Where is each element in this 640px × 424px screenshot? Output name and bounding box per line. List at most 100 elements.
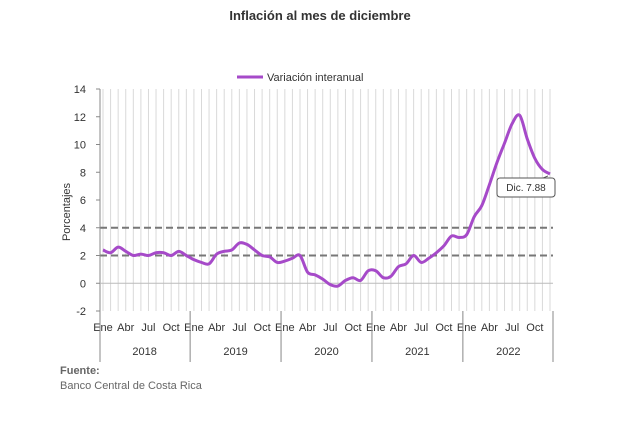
- y-tick-label: 6: [80, 195, 86, 207]
- x-tick-label: Jul: [414, 322, 428, 334]
- data-point: [420, 261, 422, 263]
- data-point: [162, 252, 164, 254]
- data-point: [132, 254, 134, 256]
- data-point: [147, 254, 149, 256]
- data-point: [178, 250, 180, 252]
- x-tick-label: Jul: [232, 322, 246, 334]
- x-axis: Ene Abr Jul Oct 2018 Ene Abr Jul Oct 2019 Ene Abr Ju…: [93, 311, 554, 362]
- data-point: [231, 249, 233, 251]
- x-tick-label: Oct: [254, 322, 271, 334]
- data-point: [253, 249, 255, 251]
- legend: Variación interanual: [237, 72, 363, 84]
- data-point: [518, 114, 520, 116]
- annotation-box: [496, 177, 556, 198]
- data-point: [117, 246, 119, 248]
- data-point: [200, 261, 202, 263]
- x-tick-label: Abr: [481, 322, 498, 334]
- data-point: [382, 277, 384, 279]
- y-tick-label: 12: [74, 112, 86, 124]
- data-point: [412, 254, 414, 256]
- x-tick-label: Abr: [390, 322, 407, 334]
- year-label: 2019: [223, 346, 247, 358]
- data-point: [322, 278, 324, 280]
- vertical-grid: [102, 89, 551, 311]
- y-tick-label: 0: [80, 278, 86, 290]
- x-tick-label: Abr: [299, 322, 316, 334]
- data-point: [443, 245, 445, 247]
- data-point: [170, 254, 172, 256]
- data-point: [208, 263, 210, 265]
- data-point: [534, 157, 536, 159]
- series-group: [102, 113, 551, 288]
- data-point: [102, 249, 104, 251]
- x-tick-label: Oct: [435, 322, 452, 334]
- x-tick-label: Oct: [526, 322, 543, 334]
- data-point: [276, 261, 278, 263]
- data-point: [215, 253, 217, 255]
- source-text: Banco Central de Costa Rica: [60, 380, 202, 392]
- data-point: [306, 271, 308, 273]
- data-point: [450, 235, 452, 237]
- annotation: Dic. 7.88: [496, 175, 556, 198]
- x-tick-label: Abr: [117, 322, 134, 334]
- data-point: [549, 173, 551, 175]
- data-point: [496, 161, 498, 163]
- y-axis-label: Porcentajes: [61, 182, 73, 241]
- data-point: [367, 270, 369, 272]
- data-point: [109, 252, 111, 254]
- annotation-label: Dic. 7.88: [506, 183, 546, 194]
- data-point: [390, 275, 392, 277]
- x-tick-label: Ene: [275, 322, 295, 334]
- x-tick-label: Abr: [208, 322, 225, 334]
- data-point: [435, 252, 437, 254]
- data-point: [140, 253, 142, 255]
- x-tick-label: Jul: [323, 322, 337, 334]
- data-point: [238, 242, 240, 244]
- data-point: [193, 258, 195, 260]
- x-tick-label: Ene: [366, 322, 386, 334]
- y-tick-label: 4: [80, 223, 86, 235]
- x-tick-label: Oct: [344, 322, 361, 334]
- data-point: [268, 256, 270, 258]
- data-point: [223, 250, 225, 252]
- x-tick-label: Oct: [163, 322, 180, 334]
- data-point: [314, 274, 316, 276]
- data-point: [526, 138, 528, 140]
- data-point: [359, 279, 361, 281]
- data-point: [352, 277, 354, 279]
- series-line-variacion-interanual: [102, 113, 551, 288]
- year-label: 2021: [405, 346, 429, 358]
- data-point: [481, 204, 483, 206]
- data-point: [344, 279, 346, 281]
- data-point: [125, 250, 127, 252]
- data-point: [155, 252, 157, 254]
- year-label: 2020: [314, 346, 338, 358]
- legend-label: Variación interanual: [267, 72, 363, 84]
- y-tick-label: 2: [80, 251, 86, 263]
- x-tick-label: Ene: [184, 322, 204, 334]
- x-tick-label: Jul: [141, 322, 155, 334]
- data-point: [291, 257, 293, 259]
- y-tick-label: 14: [74, 84, 86, 96]
- data-point: [465, 233, 467, 235]
- data-point: [299, 254, 301, 256]
- reference-lines: [100, 226, 553, 257]
- x-tick-label: Ene: [457, 322, 477, 334]
- x-tick-label: Jul: [505, 322, 519, 334]
- data-point: [473, 215, 475, 217]
- data-point: [405, 263, 407, 265]
- data-point: [397, 265, 399, 267]
- data-point: [337, 285, 339, 287]
- year-label: 2018: [132, 346, 156, 358]
- data-point: [511, 122, 513, 124]
- data-point: [375, 270, 377, 272]
- data-point: [284, 260, 286, 262]
- data-point: [503, 142, 505, 144]
- chart-title: Inflación al mes de diciembre: [229, 8, 411, 23]
- data-point: [329, 283, 331, 285]
- source-label: Fuente:: [60, 365, 100, 377]
- data-point: [488, 184, 490, 186]
- data-point: [261, 254, 263, 256]
- data-point: [458, 236, 460, 238]
